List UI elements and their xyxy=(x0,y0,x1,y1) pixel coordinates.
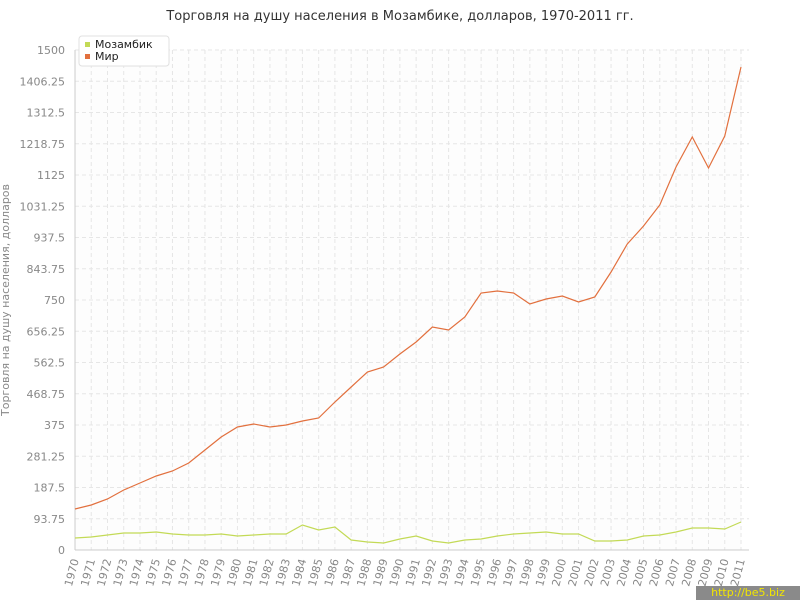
watermark: http://be5.biz xyxy=(711,586,785,599)
y-tick-label: 843.75 xyxy=(27,263,66,276)
legend-box xyxy=(78,35,170,67)
watermark-bg xyxy=(696,586,800,600)
y-tick-label: 750 xyxy=(44,294,65,307)
grid xyxy=(74,49,749,551)
y-tick-label: 0 xyxy=(58,544,65,557)
chart-title: Торговля на душу населения в Мозамбике, … xyxy=(165,9,633,24)
y-axis-label: Торговля на душу населения, долларов xyxy=(0,184,12,417)
y-tick-label: 468.75 xyxy=(27,388,66,401)
y-tick-label: 656.25 xyxy=(27,325,66,338)
y-tick-label: 1218.75 xyxy=(20,138,66,151)
y-tick-label: 187.5 xyxy=(34,482,66,495)
y-tick-label: 1125 xyxy=(37,169,65,182)
y-tick-label: 1312.5 xyxy=(27,107,66,120)
legend-swatch xyxy=(85,42,90,47)
legend-label: Мир xyxy=(95,50,119,63)
legend-swatch xyxy=(85,54,90,59)
plot xyxy=(74,66,742,544)
y-tick-label: 93.75 xyxy=(34,513,66,526)
y-tick-label: 1406.25 xyxy=(20,75,66,88)
y-tick-label: 562.5 xyxy=(34,357,66,370)
series-line xyxy=(74,66,742,510)
y-tick-label: 937.5 xyxy=(34,232,66,245)
y-tick-label: 1500 xyxy=(37,44,65,57)
series-line xyxy=(74,521,742,544)
legend-label: Мозамбик xyxy=(95,38,153,51)
y-tick-label: 281.25 xyxy=(27,450,66,463)
y-tick-label: 375 xyxy=(44,419,65,432)
y-tick-label: 1031.25 xyxy=(20,200,66,213)
